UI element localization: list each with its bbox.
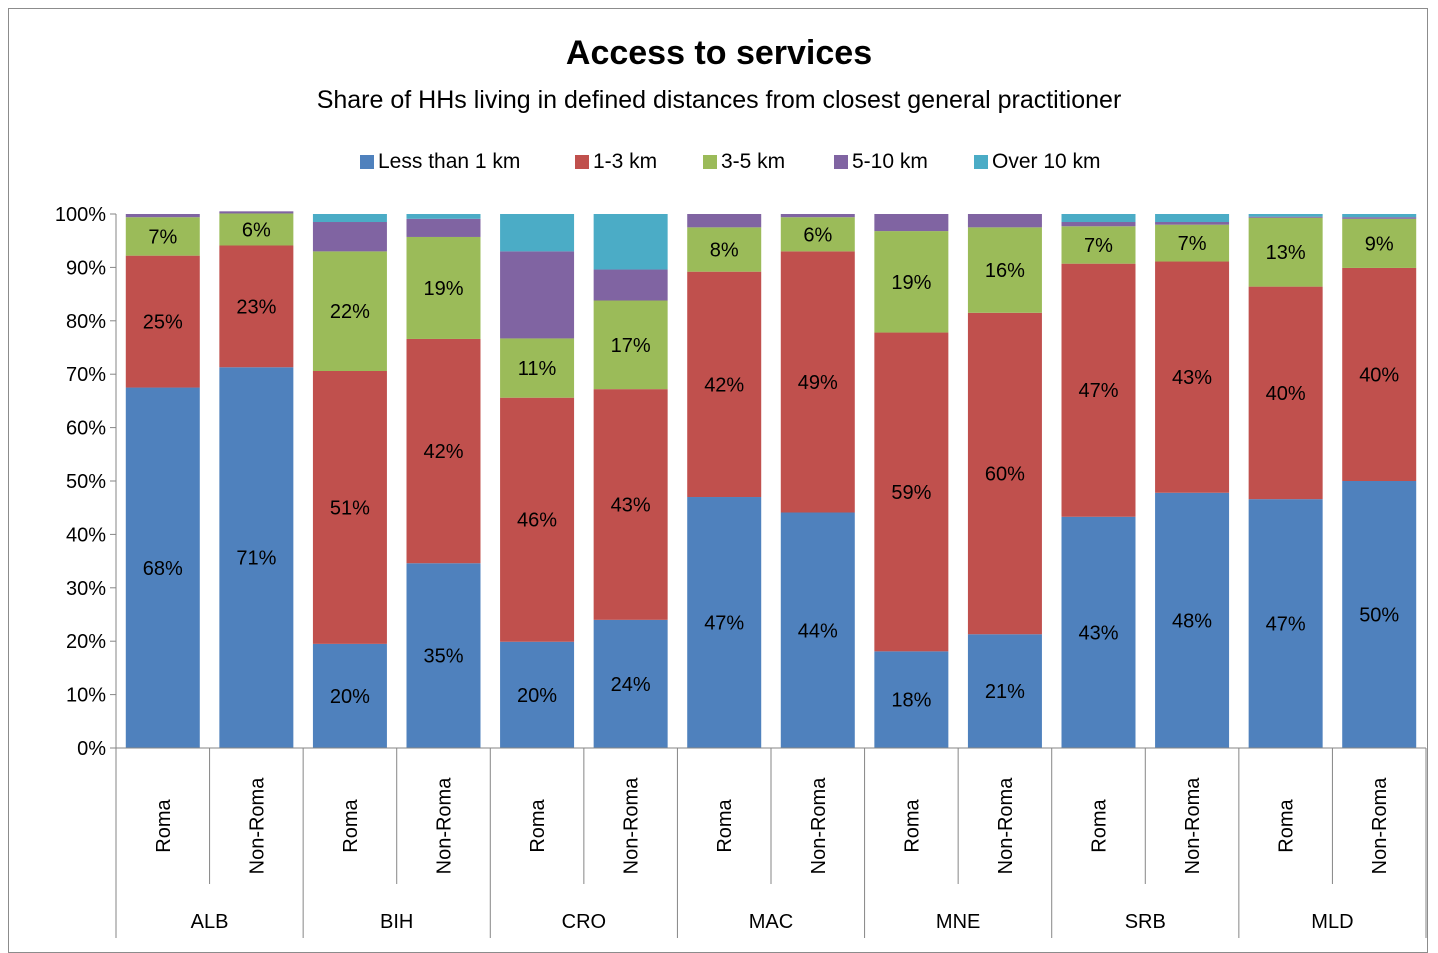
legend-item-1-3km: 1-3 km (575, 148, 657, 176)
legend-label: Over 10 km (992, 150, 1101, 173)
legend-item-over-10km: Over 10 km (974, 148, 1101, 176)
chart-legend: Less than 1 km 1-3 km 3-5 km 5-10 km Ove… (0, 148, 1438, 176)
legend-swatch (974, 155, 988, 169)
legend-swatch (834, 155, 848, 169)
legend-item-less-than-1km: Less than 1 km (360, 148, 520, 176)
legend-label: 1-3 km (593, 150, 658, 173)
chart-subtitle: Share of HHs living in defined distances… (316, 86, 1122, 114)
legend-label: 3-5 km (721, 150, 786, 173)
legend-swatch (703, 155, 717, 169)
legend-item-5-10km: 5-10 km (834, 148, 928, 176)
legend-swatch (575, 155, 589, 169)
chart-title: Access to services (565, 34, 873, 72)
legend-swatch (360, 155, 374, 169)
legend-label: 5-10 km (852, 150, 928, 173)
legend-label: Less than 1 km (378, 150, 521, 173)
legend-item-3-5km: 3-5 km (703, 148, 785, 176)
